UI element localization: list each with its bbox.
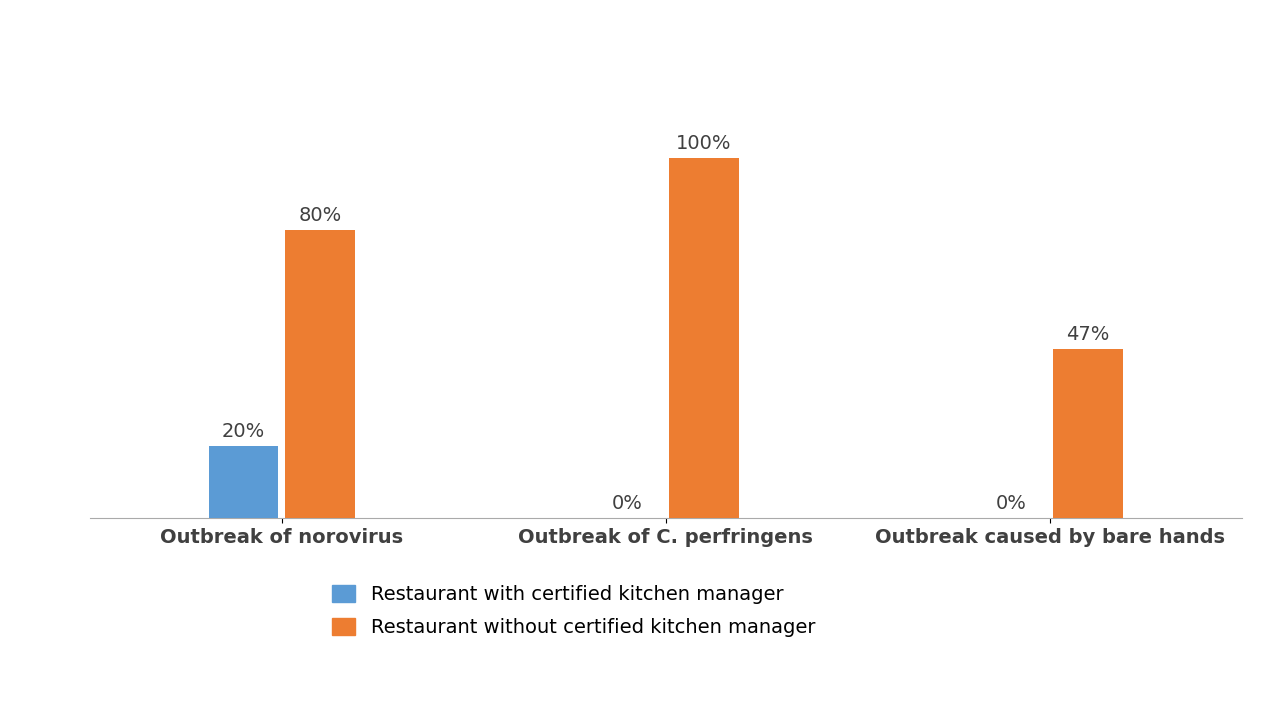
Text: 20%: 20% [221, 422, 265, 441]
Legend: Restaurant with certified kitchen manager, Restaurant without certified kitchen : Restaurant with certified kitchen manage… [323, 575, 824, 647]
Text: 0%: 0% [996, 494, 1027, 513]
Bar [1053, 349, 1123, 518]
Text: 80%: 80% [298, 206, 342, 225]
Text: 0%: 0% [612, 494, 643, 513]
Bar [285, 230, 355, 518]
Text: 47%: 47% [1066, 325, 1110, 343]
Bar [669, 158, 739, 518]
Text: 100%: 100% [676, 134, 732, 153]
Bar [209, 446, 278, 518]
